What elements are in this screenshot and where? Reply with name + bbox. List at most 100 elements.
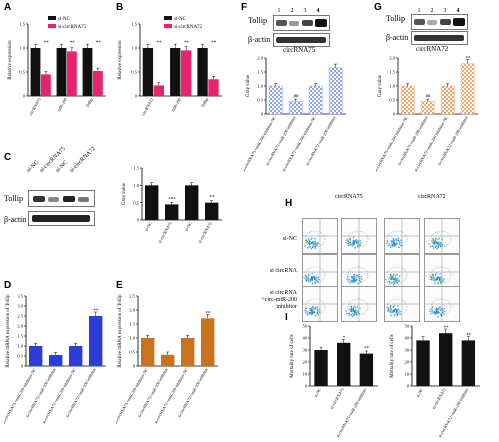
flow-event — [348, 244, 350, 247]
flow-event — [315, 279, 318, 282]
flow-row-si-nc: si-NC — [282, 236, 297, 242]
flow-event — [389, 246, 392, 249]
flow-event — [394, 308, 396, 310]
chart-f-ytick-label: 2.0 — [257, 56, 263, 61]
flow-event — [433, 276, 435, 279]
blot-f-row-actin: β-actin — [248, 35, 271, 44]
flow-event — [430, 278, 432, 281]
flow-event — [429, 308, 432, 310]
flow-event — [433, 280, 435, 282]
flow-col-circrna75: circRNA75 — [335, 194, 363, 200]
flow-plot — [341, 286, 377, 322]
flow-event — [393, 278, 395, 280]
flow-event — [353, 305, 356, 307]
flow-event — [429, 245, 432, 248]
flow-event — [307, 277, 309, 279]
flow-event — [431, 310, 433, 313]
chart-d-ytick-label: 3.0 — [17, 304, 23, 309]
chart-g-ytick-label: 1.5 — [389, 70, 395, 75]
flow-event — [435, 272, 438, 275]
flow-event — [386, 306, 389, 309]
chart-f-ytick-label: 1.0 — [257, 84, 263, 89]
chart-i-ylabel: Mortality rate of cells — [290, 334, 295, 378]
flow-event — [396, 279, 399, 281]
flow-event — [304, 312, 307, 314]
chart-c-category-label: si-NC — [144, 221, 153, 232]
flow-event — [309, 246, 311, 248]
flow-row-si-circrna-inhibitor: si circRNA +circ-miR-200 inhibitor — [261, 290, 297, 310]
flow-event — [309, 280, 311, 283]
flow-event — [349, 237, 351, 239]
chart-g-ylabel: Gray value — [378, 74, 383, 97]
flow-event — [398, 280, 400, 282]
flow-event — [387, 245, 390, 247]
flow-event — [307, 273, 310, 275]
chart-a-bar — [82, 48, 93, 96]
chart-c-ytick-label: 0.5 — [133, 200, 139, 205]
flow-event — [437, 310, 439, 312]
flow-event — [317, 310, 319, 312]
flow-event — [440, 282, 442, 284]
chart-b-annotation: ** — [211, 41, 217, 46]
chart-b-category-label: Tollip — [200, 97, 209, 108]
chart-j-category-label: si-circRNA72 — [431, 387, 447, 410]
flow-event — [317, 280, 319, 283]
blot-g-caption: circRNA72 — [416, 45, 449, 53]
flow-event — [399, 243, 401, 245]
flow-event — [439, 280, 442, 283]
chart-a-annotation: ** — [44, 41, 50, 46]
chart-b-ytick-label: 1.5 — [131, 22, 137, 27]
flow-event — [390, 278, 392, 281]
flow-event — [397, 305, 399, 307]
chart-b: Relative expression 0 0.5 1.0 1.5 ** circRNA72… — [118, 16, 222, 116]
chart-e-ytick-label: 0.5 — [129, 350, 135, 355]
flow-event — [394, 313, 396, 316]
chart-c-ytick-label: 1.5 — [133, 166, 139, 171]
flow-event — [351, 315, 354, 318]
chart-g-bar — [400, 85, 415, 115]
chart-g-category-label: si-circRNA75+miR-200 inhibitor-NC — [376, 115, 409, 173]
flow-event — [436, 242, 438, 244]
blot-g-actin-strip — [411, 31, 468, 45]
flow-event — [361, 278, 363, 281]
flow-event — [311, 307, 313, 310]
flow-event — [435, 307, 438, 310]
blot-f-lane-3: 3 — [303, 8, 307, 14]
chart-f-ytick-label: 0 — [261, 112, 264, 117]
flow-event — [312, 276, 314, 278]
chart-d-ytick-label: 3.5 — [17, 294, 23, 299]
flow-event — [308, 239, 310, 242]
panel-letter-h: H — [285, 198, 293, 209]
flow-event — [316, 277, 318, 280]
flow-plot — [341, 218, 377, 254]
flow-event — [349, 241, 351, 244]
flow-event — [440, 242, 442, 245]
flow-event — [359, 239, 362, 242]
flow-event — [354, 278, 356, 280]
chart-j-ylabel: Mortality rate of cells — [390, 334, 395, 378]
flow-event — [347, 242, 349, 245]
panel-letter-e: E — [116, 280, 123, 291]
flow-event — [311, 283, 314, 285]
flow-event — [350, 307, 353, 309]
flow-col-circrna72: circRNA72 — [418, 194, 446, 200]
chart-c-bar — [165, 204, 179, 220]
flow-event — [353, 242, 355, 244]
flow-event — [306, 240, 309, 243]
flow-event — [303, 277, 305, 279]
flow-event — [441, 307, 443, 310]
flow-event — [391, 282, 393, 284]
flow-event — [435, 237, 437, 239]
flow-event — [352, 306, 355, 309]
chart-g-ytick-label: 2.0 — [389, 56, 395, 61]
chart-g: Gray value 0 0.5 1.0 1.5 2.0 si-circRNA75+miR-… — [376, 56, 478, 173]
flow-event — [392, 274, 394, 277]
flow-event — [359, 244, 362, 247]
flow-event — [437, 246, 440, 248]
flow-event — [314, 308, 316, 311]
flow-event — [357, 240, 359, 242]
chart-a-legend-swatch — [48, 16, 56, 20]
flow-event — [353, 281, 356, 284]
flow-event — [438, 311, 440, 314]
flow-event — [396, 281, 399, 284]
